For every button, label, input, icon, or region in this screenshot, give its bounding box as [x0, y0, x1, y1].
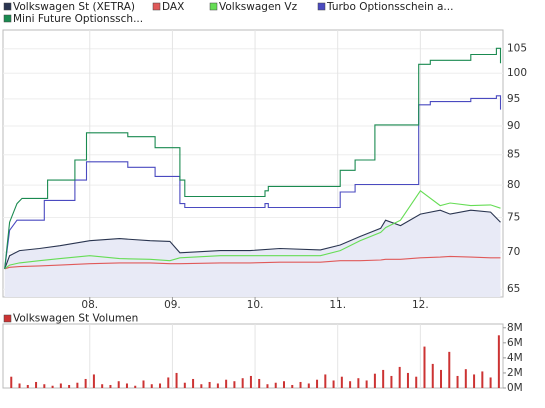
- volume-bar: [200, 384, 203, 388]
- volume-bar: [266, 384, 269, 388]
- volume-bar: [84, 378, 87, 388]
- y-tick-label: 75: [507, 211, 520, 223]
- legend-label: Volkswagen St Volumen: [13, 313, 138, 325]
- volume-bar: [134, 385, 137, 388]
- legend-label: Volkswagen Vz: [219, 1, 298, 13]
- legend-swatch: [3, 14, 12, 23]
- volume-bar: [258, 378, 261, 388]
- volume-bar: [225, 379, 228, 388]
- volume-bar: [373, 373, 376, 388]
- volume-bar: [183, 382, 186, 388]
- volume-bar: [192, 378, 195, 388]
- volume-bar: [241, 378, 244, 388]
- volume-bar: [365, 380, 368, 388]
- volume-bar: [448, 351, 451, 388]
- legend-swatch: [317, 2, 326, 11]
- legend-swatch: [152, 2, 161, 11]
- volume-bar: [167, 377, 170, 388]
- volume-bar: [233, 381, 236, 388]
- volume-bar: [43, 384, 46, 388]
- volume-bar: [423, 346, 426, 388]
- volume-bar: [497, 335, 500, 388]
- line: [4, 95, 502, 269]
- volume-bar: [473, 374, 476, 388]
- legend-swatch: [3, 314, 12, 323]
- volume-bar: [10, 376, 13, 388]
- volume-bar: [390, 375, 393, 388]
- legend-label: Volkswagen St (XETRA): [13, 1, 135, 13]
- y-tick-label: 0M: [507, 382, 523, 394]
- line: [4, 255, 501, 270]
- volume-bar: [332, 380, 335, 388]
- legend-swatch: [209, 2, 218, 11]
- volume-bar: [51, 385, 54, 388]
- volume-bar: [274, 382, 277, 388]
- volume-bar: [440, 369, 443, 388]
- volume-bar: [398, 366, 401, 388]
- y-tick-label: 80: [507, 179, 520, 191]
- x-tick-label: 08.: [81, 299, 98, 311]
- y-tick-label: 70: [507, 246, 520, 258]
- volume-bar: [59, 383, 62, 388]
- volume-bar: [489, 377, 492, 388]
- volume-bar: [117, 381, 120, 388]
- y-tick-label: 2M: [507, 367, 523, 379]
- x-tick-label: 10.: [247, 299, 264, 311]
- y-tick-label: 100: [507, 67, 527, 79]
- x-tick-label: 12.: [412, 299, 429, 311]
- area: [4, 210, 501, 297]
- y-tick-label: 95: [507, 93, 520, 105]
- volume-bar: [456, 375, 459, 388]
- volume-bar: [431, 363, 434, 388]
- volume-bar: [349, 381, 352, 388]
- volume-bar: [142, 380, 145, 388]
- volume-bar: [406, 372, 409, 388]
- y-tick-label: 6M: [507, 337, 523, 349]
- volume-bar: [481, 371, 484, 388]
- volume-bar: [307, 383, 310, 388]
- line: [4, 209, 501, 269]
- line: [4, 190, 501, 270]
- line: [4, 47, 502, 269]
- y-tick-label: 85: [507, 149, 520, 161]
- volume-bar: [125, 383, 128, 388]
- legend-label: Turbo Optionsschein a...: [326, 1, 453, 13]
- legend-label: DAX: [162, 1, 184, 13]
- volume-bar: [249, 375, 252, 388]
- volume-bar: [35, 381, 38, 388]
- volume-bar: [175, 372, 178, 388]
- y-tick-label: 90: [507, 120, 520, 132]
- volume-bar: [291, 384, 294, 388]
- volume-bar: [76, 382, 79, 388]
- volume-bar: [18, 383, 21, 388]
- volume-bar: [26, 384, 29, 388]
- x-tick-label: 09.: [164, 299, 181, 311]
- volume-panel: [2, 323, 504, 389]
- legend-swatch: [3, 2, 12, 11]
- volume-bar: [159, 383, 162, 388]
- y-tick-label: 4M: [507, 352, 523, 364]
- volume-bar: [357, 378, 360, 388]
- volume-bar: [216, 383, 219, 388]
- volume-bar: [340, 376, 343, 388]
- legend-label: Mini Future Optionssch...: [13, 13, 143, 25]
- x-tick-label: 11.: [329, 299, 346, 311]
- volume-bar: [299, 381, 302, 388]
- volume-bar: [109, 384, 112, 388]
- volume-bar: [382, 369, 385, 388]
- volume-bar: [68, 384, 71, 388]
- volume-bar: [415, 376, 418, 388]
- volume-bar: [316, 379, 319, 388]
- volume-bar: [208, 381, 211, 388]
- volume-bar: [282, 381, 285, 388]
- y-tick-label: 65: [507, 283, 520, 295]
- volume-bar: [92, 374, 95, 388]
- volume-bar: [464, 369, 467, 388]
- volume-bar: [101, 384, 104, 388]
- volume-bar: [150, 384, 153, 388]
- volume-bar: [324, 374, 327, 388]
- y-tick-label: 8M: [507, 322, 523, 334]
- y-tick-label: 105: [507, 43, 527, 55]
